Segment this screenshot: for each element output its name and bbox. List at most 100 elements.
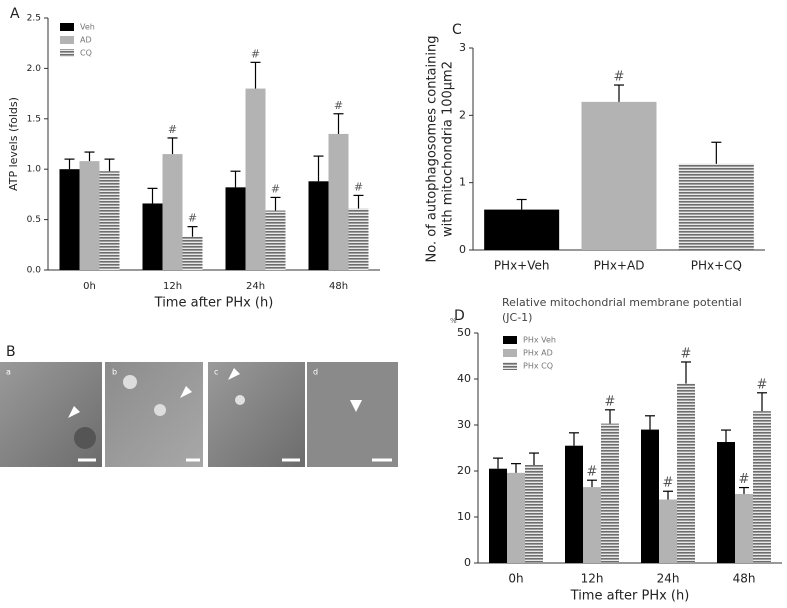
micrograph	[307, 362, 398, 467]
annotation: #	[605, 394, 616, 409]
organelle	[74, 427, 96, 449]
arrowhead	[180, 386, 192, 398]
organelle	[154, 404, 166, 416]
legend-label: PHx AD	[523, 349, 553, 358]
organelle	[235, 395, 245, 405]
y-tick-label: 0.5	[27, 215, 41, 225]
y-tick-label: 2	[459, 108, 466, 121]
annotation: #	[757, 377, 768, 392]
legend-swatch	[503, 362, 517, 370]
annotation: #	[614, 70, 625, 85]
y-tick-label: 0.0	[27, 266, 42, 276]
legend-label: PHx Veh	[523, 336, 556, 345]
x-tick-label: 24h	[246, 281, 265, 292]
x-tick-label: 24h	[657, 572, 680, 586]
chart-title: Relative mitochondrial membrane potentia…	[502, 296, 742, 309]
micrograph	[208, 362, 305, 467]
bar	[565, 445, 583, 563]
bar	[79, 161, 100, 270]
legend-swatch	[60, 23, 74, 31]
x-tick-label: 48h	[733, 572, 756, 586]
arrowhead	[68, 406, 80, 418]
bar	[348, 208, 369, 270]
micrograph	[0, 362, 102, 467]
y-axis-label: ATP levels (folds)	[7, 97, 20, 191]
bar	[182, 236, 203, 270]
legend-label: AD	[80, 36, 92, 45]
bar	[142, 203, 163, 270]
bar	[59, 169, 80, 270]
panel-label: A	[10, 6, 20, 22]
organelle	[123, 375, 137, 389]
micrograph-label: b	[112, 368, 117, 377]
y-tick-label: 0	[464, 556, 471, 569]
legend-swatch	[503, 336, 517, 344]
panel-label: B	[6, 344, 16, 360]
bar	[735, 494, 753, 563]
x-tick-label: PHx+AD	[594, 259, 645, 273]
bar	[489, 468, 507, 563]
bar	[507, 472, 525, 563]
bar	[753, 411, 771, 563]
legend-swatch	[60, 49, 74, 57]
x-tick-label: PHx+Veh	[494, 259, 550, 273]
legend-label: CQ	[80, 49, 92, 58]
bar	[225, 187, 246, 270]
x-tick-label: 48h	[329, 281, 348, 292]
x-axis-label: Time after PHx (h)	[570, 589, 690, 604]
bar	[99, 171, 120, 270]
x-axis-label: Time after PHx (h)	[154, 296, 274, 311]
y-tick-label: 2.0	[27, 64, 42, 74]
legend-label: Veh	[80, 23, 95, 32]
micrograph-label: d	[313, 368, 318, 377]
bar	[245, 88, 266, 270]
annotation: #	[271, 182, 280, 195]
annotation: #	[587, 465, 598, 480]
bar	[659, 499, 677, 563]
arrowhead	[228, 368, 240, 380]
x-tick-label: 0h	[508, 572, 523, 586]
bar	[484, 209, 560, 250]
annotation: #	[663, 476, 674, 491]
legend-label: PHx CQ	[523, 362, 553, 371]
bar	[717, 442, 735, 563]
bar	[583, 487, 601, 563]
micrograph-label: c	[214, 368, 218, 377]
bar	[601, 423, 619, 563]
bar	[265, 210, 286, 270]
annotation: #	[188, 212, 197, 225]
micrographs: B a b c d	[0, 344, 398, 467]
micrograph-label: a	[6, 368, 11, 377]
bar	[162, 154, 183, 270]
micrograph	[105, 362, 203, 467]
x-tick-label: PHx+CQ	[691, 259, 742, 273]
y-axis-label: No. of autophagosomes containing	[425, 36, 440, 263]
arrowhead	[350, 400, 362, 412]
y-tick-label: 1.5	[27, 114, 41, 124]
y-tick-label: 30	[457, 418, 471, 431]
annotation: #	[739, 472, 750, 487]
legend-swatch	[60, 36, 74, 44]
bar	[308, 181, 329, 270]
bar	[328, 133, 349, 270]
x-tick-label: 12h	[163, 281, 182, 292]
y-tick-label: 3	[459, 41, 466, 54]
bar	[525, 465, 543, 563]
y-tick-label: 50	[457, 326, 471, 339]
bar	[677, 383, 695, 563]
y-axis-label: with mitochondria 100μm2	[441, 61, 456, 237]
y-tick-label: 1	[459, 176, 466, 189]
annotation: #	[251, 47, 260, 60]
y-tick-label: 40	[457, 372, 471, 385]
annotation: #	[168, 123, 177, 136]
y-tick-label: 2.5	[27, 14, 41, 24]
y-tick-label: 1.0	[27, 165, 42, 175]
bar	[678, 163, 754, 250]
y-tick-label: 20	[457, 464, 471, 477]
annotation: #	[334, 99, 343, 112]
bar	[641, 429, 659, 563]
annotation: #	[354, 180, 363, 193]
legend-swatch	[503, 349, 517, 357]
chart-title: (JC-1)	[502, 311, 532, 324]
